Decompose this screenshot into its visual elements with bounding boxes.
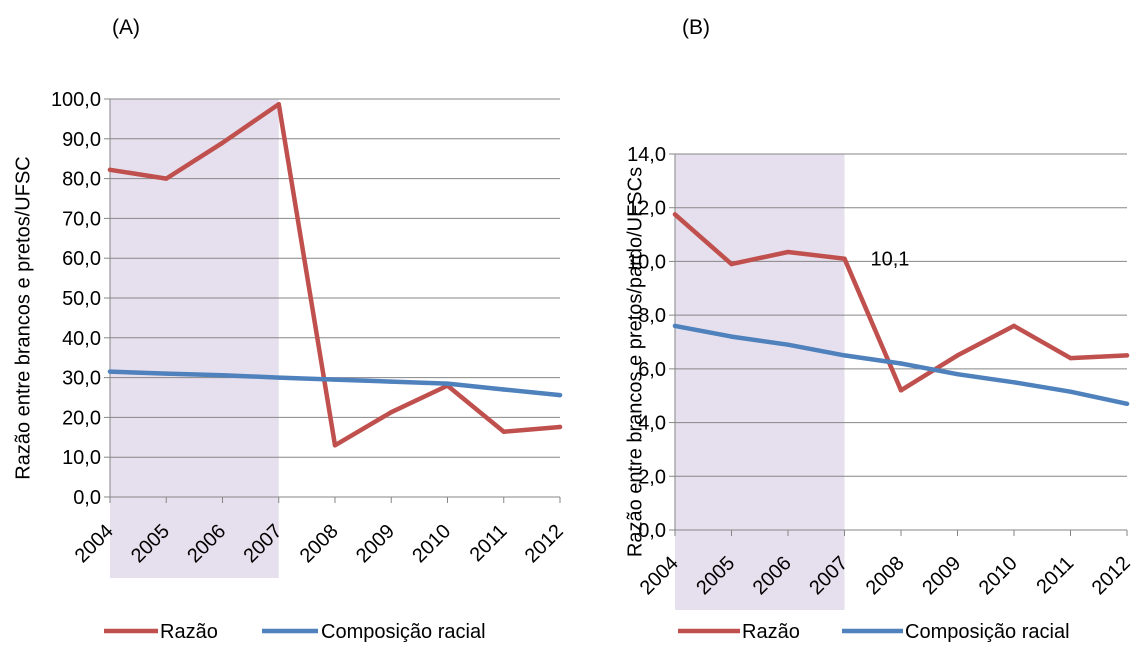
data-point — [332, 443, 338, 448]
legend-label: Razão — [742, 621, 800, 643]
data-point — [220, 373, 225, 378]
y-tick-label: 50,0 — [62, 288, 101, 310]
data-point — [557, 424, 563, 430]
data-point — [785, 342, 791, 347]
data-point — [501, 387, 506, 392]
y-tick-label: 30,0 — [62, 368, 101, 390]
y-tick-label: 2,0 — [638, 466, 666, 488]
data-point — [1124, 353, 1130, 358]
y-tick-label: 90,0 — [62, 129, 101, 151]
data-point — [1068, 389, 1073, 394]
x-tick-label: 2012 — [521, 520, 568, 567]
x-tick-label: 2010 — [408, 520, 455, 567]
data-point — [220, 140, 225, 145]
data-point — [1011, 323, 1017, 329]
x-tick-label: 2010 — [975, 552, 1022, 599]
data-point — [729, 261, 734, 267]
x-tick-label: 2009 — [918, 552, 965, 599]
x-tick-label: 2012 — [1088, 552, 1135, 599]
y-tick-label: 100,0 — [51, 89, 101, 111]
chart-panel-a: 0,0 10,0 20,0 30,0 40,0 50,0 60,0 70,0 80,0 90,0 1… — [12, 16, 567, 643]
data-point — [107, 369, 113, 374]
x-tick-label: 2009 — [352, 520, 399, 567]
legend: Razão Composição racial — [678, 621, 1070, 643]
data-point — [445, 381, 450, 386]
data-label: 10,1 — [871, 249, 910, 271]
y-tick-label: 0,0 — [638, 520, 666, 542]
data-point — [955, 372, 960, 377]
x-tick-label: 2011 — [466, 520, 512, 566]
y-tick-label: 8,0 — [638, 305, 666, 327]
y-tick-label: 40,0 — [62, 328, 101, 350]
panel-label: (B) — [682, 16, 710, 39]
y-tick-label: 60,0 — [62, 248, 101, 270]
data-point — [389, 410, 394, 415]
data-point — [389, 379, 394, 384]
data-point — [1124, 401, 1130, 406]
data-point — [842, 256, 847, 261]
y-axis-label: Razão entre brancos e pretos/UFSC — [12, 156, 34, 480]
data-point — [785, 249, 791, 255]
x-tick-label: 2008 — [296, 520, 343, 567]
shaded-period — [110, 99, 279, 578]
panel-label: (A) — [112, 16, 140, 39]
legend-label: Composição racial — [321, 621, 486, 643]
y-tick-label: 10,0 — [627, 251, 666, 273]
data-point — [164, 176, 169, 181]
y-tick-label: 12,0 — [627, 198, 666, 220]
y-tick-label: 70,0 — [62, 208, 101, 230]
y-tick-label: 0,0 — [73, 487, 101, 509]
data-point — [501, 429, 506, 434]
data-point — [557, 392, 563, 398]
shaded-period — [675, 154, 845, 610]
data-point — [332, 377, 338, 382]
x-tick-label: 2011 — [1032, 552, 1078, 598]
data-point — [276, 101, 281, 107]
y-axis-label: Razão entre brancos e pretos/pardo/UFSCs — [624, 167, 646, 557]
data-point — [729, 334, 734, 339]
data-point — [898, 361, 904, 366]
data-point — [164, 371, 169, 376]
legend: Razão Composição racial — [104, 621, 486, 643]
legend-label: Composição racial — [905, 621, 1070, 643]
legend-label: Razão — [160, 621, 218, 643]
data-point — [955, 353, 960, 358]
data-point — [898, 388, 904, 393]
y-tick-label: 20,0 — [62, 407, 101, 429]
y-tick-label: 14,0 — [627, 144, 666, 166]
y-tick-label: 4,0 — [638, 413, 666, 435]
x-tick-label: 2008 — [862, 552, 909, 599]
data-point — [842, 353, 847, 358]
data-point — [672, 212, 678, 217]
data-point — [672, 323, 678, 329]
y-tick-label: 6,0 — [638, 359, 666, 381]
data-point — [1068, 355, 1073, 361]
data-point — [276, 375, 281, 380]
data-point — [1011, 380, 1017, 385]
data-point — [107, 167, 113, 173]
y-tick-label: 80,0 — [62, 169, 101, 191]
y-tick-label: 10,0 — [62, 447, 101, 469]
